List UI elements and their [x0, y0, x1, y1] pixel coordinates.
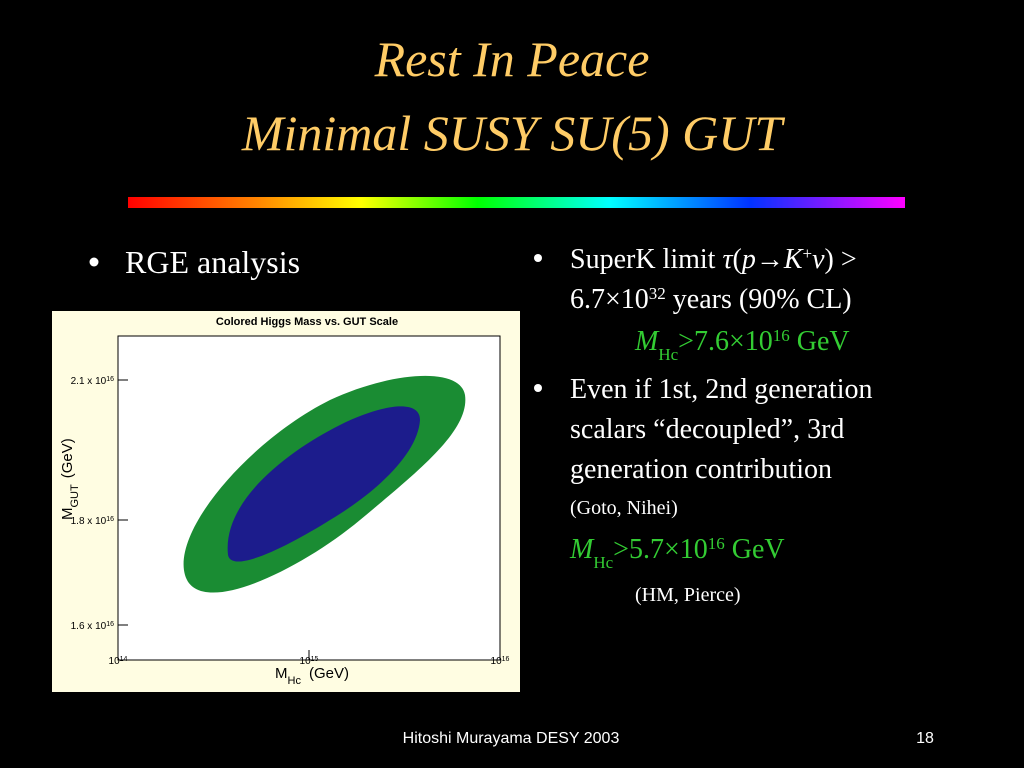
tick-base: 1.6 x 10	[71, 621, 107, 632]
label-unit: (GeV)	[309, 665, 349, 682]
title-line: Rest In Peace	[374, 31, 650, 87]
label-symbol: M	[275, 665, 288, 682]
x-tick-label: 1015	[300, 656, 319, 668]
subscript: Hc	[593, 553, 613, 572]
inner-contour	[227, 406, 420, 562]
y-axis-label: MGUT (GeV)	[59, 438, 81, 520]
bullet-line: generation contribution	[570, 454, 832, 485]
page-number: 18	[916, 730, 934, 747]
y-tick-label: 1.6 x 1016	[71, 621, 114, 633]
tick-exponent: 16	[106, 376, 114, 383]
superscript: +	[803, 244, 813, 263]
tick-exponent: 15	[311, 656, 319, 663]
right-column: SuperK limit τ(p→K+ν) > 6.7×1032 years (…	[534, 244, 872, 606]
superscript: 32	[649, 284, 666, 303]
label-symbol: M	[59, 508, 76, 521]
tick-base: 10	[491, 656, 503, 667]
tick-base: 10	[300, 656, 312, 667]
y-tick-label: 1.8 x 1016	[71, 516, 114, 528]
ticks	[117, 379, 501, 660]
bullet-line: 6.7×1032 years (90% CL)	[570, 284, 852, 316]
x-tick-label: 1014	[109, 656, 128, 668]
citation: (Goto, Nihei)	[570, 497, 678, 519]
symbol: →	[756, 244, 784, 275]
result-line: MHc>5.7×1016 GeV	[569, 534, 785, 572]
title-line: Minimal SUSY SU(5) GUT	[241, 105, 785, 161]
bullet	[534, 384, 542, 392]
tick-base: 1.8 x 10	[71, 516, 107, 527]
symbol: M	[634, 326, 660, 357]
superscript: 16	[773, 326, 790, 345]
tick-exponent: 14	[120, 656, 128, 663]
figure: Colored Higgs Mass vs. GUT Scale 1014 10…	[52, 311, 520, 692]
tick-base: 10	[109, 656, 121, 667]
symbol: M	[569, 534, 595, 565]
symbol: p	[740, 244, 756, 275]
x-axis-label: MHc (GeV)	[275, 665, 349, 687]
label-unit: (GeV)	[59, 438, 76, 478]
text: (	[732, 244, 741, 275]
text: GeV	[725, 534, 785, 565]
superscript: 16	[708, 534, 725, 553]
symbol: τ	[722, 244, 733, 275]
result-line: MHc>7.6×1016 GeV	[634, 326, 850, 364]
text: SuperK limit	[570, 244, 722, 275]
subscript: Hc	[658, 345, 678, 364]
bullet-line: scalars “decoupled”, 3rd	[570, 414, 844, 445]
text: years (90% CL)	[666, 284, 852, 315]
label-subscript: GUT	[69, 484, 81, 508]
bullet	[534, 254, 542, 262]
symbol: ν	[812, 244, 825, 275]
tick-exponent: 16	[106, 621, 114, 628]
text: 6.7×10	[570, 284, 649, 315]
x-tick-label: 1016	[491, 656, 510, 668]
y-tick-label: 2.1 x 1016	[71, 376, 114, 388]
figure-title: Colored Higgs Mass vs. GUT Scale	[216, 316, 398, 328]
bullet	[89, 257, 99, 267]
text: >5.7×10	[613, 534, 708, 565]
rainbow-bar	[128, 197, 905, 208]
citation: (HM, Pierce)	[635, 584, 741, 606]
text: >7.6×10	[678, 326, 773, 357]
bullet-line: Even if 1st, 2nd generation	[570, 374, 872, 405]
tick-base: 2.1 x 10	[71, 376, 107, 387]
footer-text: Hitoshi Murayama DESY 2003	[403, 730, 620, 747]
text: ) >	[825, 244, 857, 275]
bullet-text: RGE analysis	[125, 244, 300, 280]
tick-exponent: 16	[502, 656, 510, 663]
bullet-line: SuperK limit τ(p→K+ν) >	[570, 244, 857, 276]
tick-exponent: 16	[106, 516, 114, 523]
symbol: K	[783, 244, 804, 275]
label-subscript: Hc	[288, 675, 302, 687]
text: GeV	[790, 326, 850, 357]
